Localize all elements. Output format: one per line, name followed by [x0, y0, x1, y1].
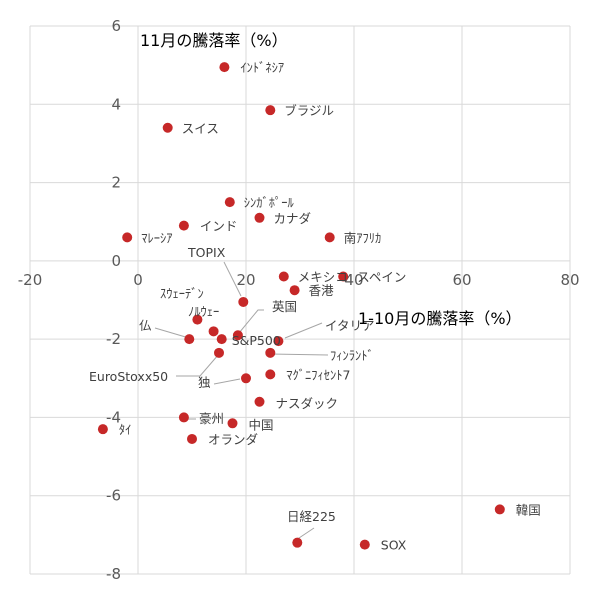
point-label: ブラジル: [284, 103, 334, 118]
data-point: [265, 347, 276, 358]
data-point: [192, 314, 203, 325]
data-point: [265, 105, 276, 116]
point-label: メキシコ: [298, 270, 348, 285]
y-axis-title: 11月の騰落率（%）: [140, 31, 288, 50]
point-label: スペイン: [357, 270, 406, 285]
x-tick-label: 40: [344, 271, 363, 289]
data-point: [289, 285, 300, 296]
data-point: [227, 418, 238, 429]
leader-line: [213, 378, 241, 385]
data-point: [224, 197, 235, 208]
point-label: ｲﾝﾄﾞﾈｼｱ: [240, 60, 284, 75]
point-label: ｼﾝｶﾞﾎﾟｰﾙ: [244, 195, 295, 210]
point-label: 英国: [272, 299, 297, 314]
data-point: [122, 232, 133, 243]
point-label: ナスダック: [276, 396, 339, 411]
x-axis-title: 1-10月の騰落率（%）: [358, 309, 522, 328]
point-label: スイス: [182, 121, 219, 136]
point-label: ｽｳｪｰﾃﾞﾝ: [160, 286, 204, 301]
data-points: [97, 62, 505, 550]
point-label: イタリア: [325, 318, 375, 333]
gridlines: [29, 25, 571, 575]
data-point: [184, 334, 195, 345]
point-label: ﾌｨﾝﾗﾝﾄﾞ: [330, 348, 374, 363]
y-tick-label: -8: [106, 565, 121, 583]
data-point: [178, 412, 189, 423]
data-point: [278, 271, 289, 282]
point-label: 仏: [139, 318, 152, 333]
y-tick-label: 2: [111, 174, 121, 192]
point-label: 中国: [249, 417, 274, 432]
y-tick-label: 0: [111, 252, 121, 270]
point-label: カナダ: [274, 211, 312, 226]
leader-line: [176, 353, 220, 377]
data-point: [494, 504, 505, 515]
leader-line: [238, 309, 264, 334]
data-point: [232, 330, 243, 341]
point-label: オランダ: [208, 432, 258, 447]
x-tick-label: 20: [236, 271, 255, 289]
data-point: [187, 433, 197, 444]
data-point: [338, 271, 349, 282]
data-point: [214, 347, 224, 358]
point-label: 豪州: [199, 411, 224, 426]
data-point: [162, 122, 173, 133]
x-tick-label: 60: [452, 271, 471, 289]
x-tick-label: 0: [133, 271, 143, 289]
data-point: [273, 336, 284, 347]
y-tick-label: -2: [106, 330, 121, 348]
point-label: EuroStoxx50: [89, 369, 168, 384]
data-point: [238, 296, 249, 307]
data-point: [254, 212, 265, 223]
data-point: [219, 62, 230, 73]
point-label: 日経225: [287, 509, 336, 524]
point-label: TOPIX: [187, 245, 226, 260]
leader-line: [223, 261, 242, 297]
y-tick-label: 4: [111, 95, 121, 113]
data-point: [324, 232, 335, 243]
point-label: ﾏｸﾞﾆﾌｨｾﾝﾄ7: [286, 367, 350, 382]
point-label: ﾀｲ: [119, 422, 132, 437]
x-tick-label: -20: [18, 271, 43, 289]
leader-line: [154, 327, 190, 339]
data-point: [97, 424, 108, 435]
point-label: ﾏﾚｰｼｱ: [141, 230, 172, 245]
data-point: [216, 334, 227, 345]
data-point: [178, 220, 189, 231]
point-label: 香港: [309, 283, 335, 298]
y-tick-label: 6: [111, 17, 121, 35]
y-tick-label: -4: [106, 408, 121, 426]
point-label: インド: [200, 219, 238, 234]
leader-line: [284, 322, 323, 339]
point-label: 南ｱﾌﾘｶ: [344, 230, 382, 245]
point-label: 独: [198, 375, 211, 390]
x-tick-label: 80: [560, 271, 579, 289]
point-label: ﾉﾙｳｪｰ: [188, 304, 219, 319]
data-point: [254, 396, 265, 407]
point-label: SOX: [381, 538, 407, 553]
point-label: 韓国: [516, 502, 541, 517]
data-point: [359, 539, 370, 550]
y-tick-label: -6: [106, 487, 121, 505]
data-point: [241, 373, 251, 384]
leader-line: [269, 353, 329, 356]
data-point: [265, 369, 276, 380]
point-label: S&P500: [232, 333, 281, 348]
data-point: [208, 326, 219, 337]
data-point: [292, 537, 303, 548]
